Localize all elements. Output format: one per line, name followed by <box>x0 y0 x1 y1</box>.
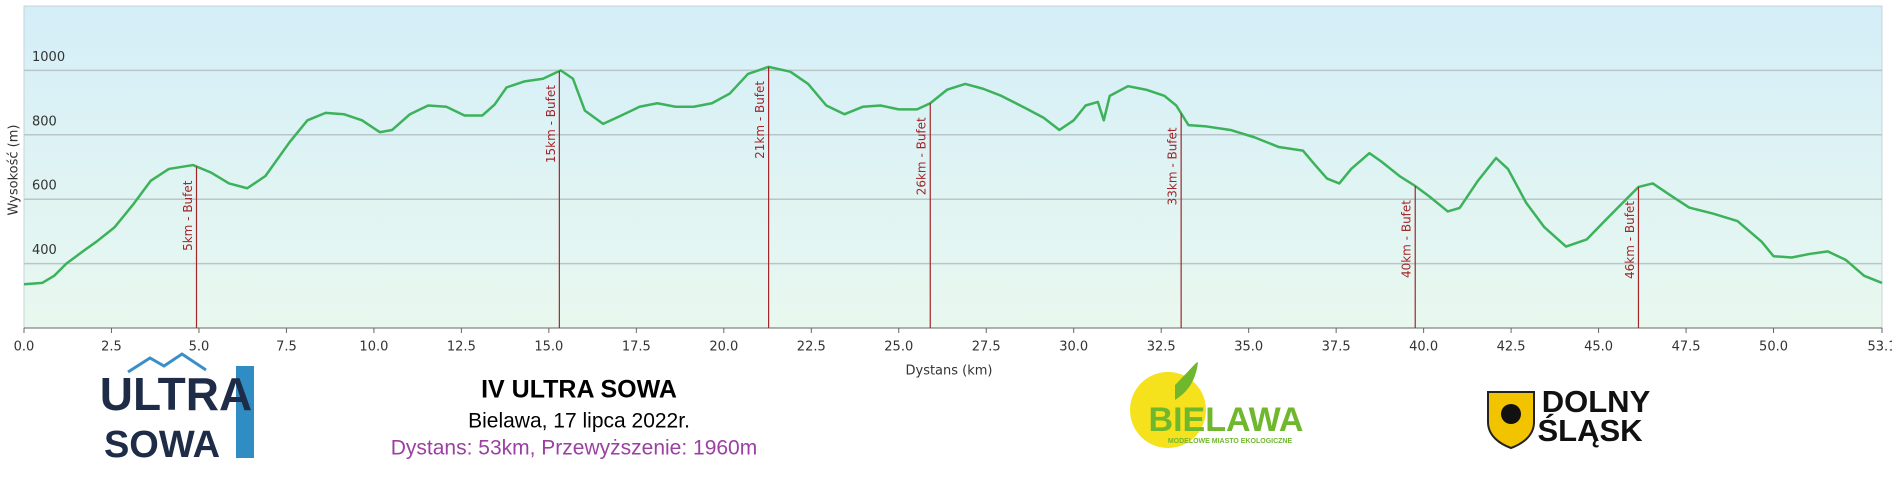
footer-details: Dystans: 53km, Przewyższenie: 1960m <box>391 437 757 460</box>
x-tick-label: 45.0 <box>1584 340 1613 355</box>
marker-label: 5km - Bufet <box>181 180 195 251</box>
x-tick-label: 30.0 <box>1059 340 1088 355</box>
y-tick-label: 1000 <box>32 50 65 65</box>
logo-tower <box>236 366 254 458</box>
footer: IV ULTRA SOWA Bielawa, 17 lipca 2022r. D… <box>391 376 757 460</box>
x-tick-label: 37.5 <box>1322 340 1351 355</box>
x-tick-label: 5.0 <box>189 340 210 355</box>
marker-label: 15km - Bufet <box>544 85 558 163</box>
logo-leaf <box>1175 362 1198 400</box>
marker-label: 40km - Bufet <box>1400 200 1414 278</box>
x-tick-label: 2.5 <box>101 340 122 355</box>
x-axis-label: Dystans (km) <box>905 364 992 379</box>
x-tick-label: 47.5 <box>1672 340 1701 355</box>
marker-label: 33km - Bufet <box>1166 127 1180 205</box>
plot-area <box>23 5 1883 329</box>
logo-slask: ŚLĄSK <box>1537 412 1643 448</box>
ultra-sowa-logo: ULTRA SOWA <box>100 352 254 466</box>
x-tick-label: 25.0 <box>884 340 913 355</box>
marker-label: 46km - Bufet <box>1623 201 1637 279</box>
bielawa-logo: BIELAWA MODELOWE MIASTO EKOLOGICZNE <box>1130 362 1303 448</box>
x-tick-label: 10.0 <box>359 340 388 355</box>
y-tick-label: 800 <box>32 114 57 129</box>
y-tick-label: 600 <box>32 179 57 194</box>
marker-label: 21km - Bufet <box>753 81 767 159</box>
logo-mountains <box>127 352 207 374</box>
logo-sowa: SOWA <box>104 424 220 466</box>
x-tick-label: 0.0 <box>14 340 35 355</box>
x-tick-label: 12.5 <box>447 340 476 355</box>
x-tick-label: 15.0 <box>534 340 563 355</box>
logo-dolny: DOLNY <box>1542 384 1651 419</box>
elevation-line <box>23 65 1883 286</box>
x-tick-label: 40.0 <box>1409 340 1438 355</box>
x-tick-label: 17.5 <box>622 340 651 355</box>
logo-eagle <box>1501 404 1521 424</box>
x-tick-label: 53.1 <box>1868 340 1892 355</box>
x-tick-label: 42.5 <box>1497 340 1526 355</box>
logo-ultra: ULTRA <box>100 368 252 420</box>
logo-tagline: MODELOWE MIASTO EKOLOGICZNE <box>1168 438 1293 445</box>
footer-title: IV ULTRA SOWA <box>481 376 677 404</box>
x-tick-label: 32.5 <box>1147 340 1176 355</box>
x-tick-label: 35.0 <box>1234 340 1263 355</box>
logo-sun <box>1130 372 1206 448</box>
x-tick-label: 27.5 <box>972 340 1001 355</box>
y-axis-label: Wysokość (m) <box>7 125 22 216</box>
footer-subtitle: Bielawa, 17 lipca 2022r. <box>468 410 690 433</box>
x-tick-label: 22.5 <box>797 340 826 355</box>
marker-label: 26km - Bufet <box>915 117 929 195</box>
x-tick-label: 7.5 <box>276 340 297 355</box>
logo-bielawa: BIELAWA <box>1149 401 1304 439</box>
dolny-slask-logo: DOLNY ŚLĄSK <box>1487 384 1651 450</box>
y-tick-label: 400 <box>32 243 57 258</box>
x-tick-label: 20.0 <box>709 340 738 355</box>
x-tick-label: 50.0 <box>1759 340 1788 355</box>
